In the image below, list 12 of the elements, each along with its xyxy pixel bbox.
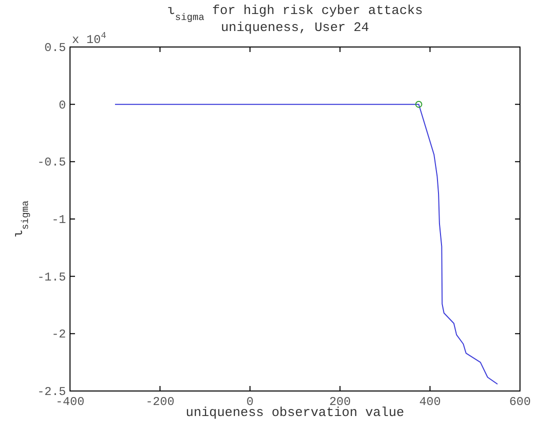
y-tick-label: 0 [58,98,66,112]
y-tick-label: -2 [52,328,66,342]
y-tick-label: 0.5 [44,41,66,55]
y-tick-label: -1 [52,213,66,227]
x-tick-label: -200 [146,395,174,409]
text: x 10$^{4}$ [72,31,106,47]
y-tick-label: -1.5 [37,270,66,284]
y-tick-label: -0.5 [37,156,66,170]
x-tick-label: 600 [509,395,531,409]
chart-subtitle: uniqueness, User 24 [220,20,370,35]
chart-title: ι$_{sigma}$ for high risk cyber attacks [167,3,423,22]
x-tick-label: 400 [419,395,441,409]
